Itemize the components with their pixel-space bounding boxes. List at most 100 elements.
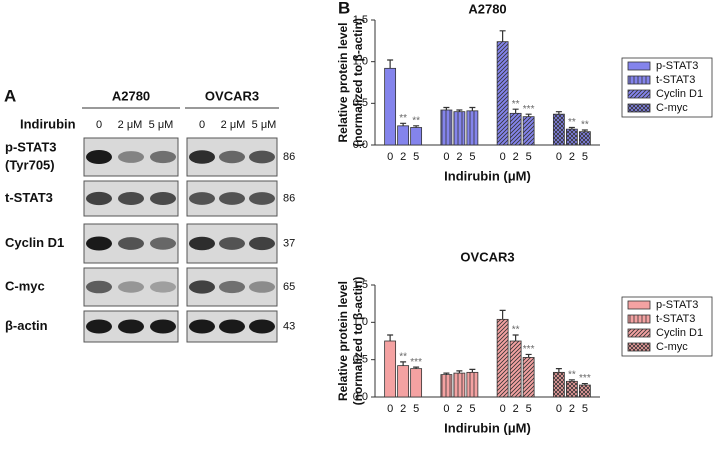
y-axis-label: Relative protein level [336,22,350,142]
panel-label: A [4,86,16,105]
y-tick-label: 0.5 [353,354,368,366]
dose-label: 5 μM [252,119,277,131]
error-bar [581,382,588,386]
significance-label: ** [581,120,589,131]
x-tick-label: 0 [500,403,506,415]
bar [522,357,535,398]
blot-band [118,192,144,205]
y-tick-label: 0.5 [353,97,368,109]
x-tick-label: 0 [500,151,506,163]
blot-band [150,281,176,293]
legend-label: t-STAT3 [656,313,695,325]
error-bar [512,334,519,341]
x-tick-label: 5 [469,403,475,415]
x-axis-label: Indirubin (μM) [444,168,531,183]
legend-box [621,57,713,118]
x-tick-label: 2 [513,403,519,415]
y-tick-label: 1.5 [353,279,368,291]
treatment-label: Indirubin [20,116,76,131]
legend-label: C-myc [656,341,688,353]
blot-band [249,319,275,334]
y-tick-label: 0.0 [353,391,368,403]
error-bar [469,106,476,111]
blot-band [150,192,176,205]
bar [410,127,423,146]
x-tick-label: 0 [443,151,449,163]
bar [466,110,479,146]
legend-swatch [627,300,651,310]
bar [397,365,410,398]
x-tick-label: 5 [469,151,475,163]
legend-swatch [627,75,651,85]
error-bar [568,379,575,382]
bar [496,318,509,398]
error-bar [443,106,450,110]
legend-label: Cyclin D1 [656,88,703,100]
significance-label: ** [512,325,520,336]
dose-label: 2 μM [118,119,143,131]
bar [440,109,453,146]
cell-line-label: OVCAR3 [205,88,259,103]
x-tick-label: 2 [569,151,575,163]
kda-label: 43 [283,320,295,332]
error-bar [568,126,575,130]
protein-label: C-myc [5,278,45,293]
blot-band [249,236,275,251]
blot-band [118,319,144,334]
significance-label: *** [523,104,535,115]
bar [384,67,397,146]
error-bar [413,125,420,128]
x-tick-label: 0 [443,403,449,415]
error-bar [581,129,588,132]
blot-band [189,319,215,334]
significance-label: ** [399,352,407,363]
y-tick-label: 1.5 [353,14,368,26]
protein-label: β-actin [5,318,48,333]
bar [453,372,466,398]
legend-swatch [627,103,651,113]
y-tick-label: 0.0 [353,139,368,151]
error-bar [499,309,506,320]
x-tick-label: 2 [569,403,575,415]
blot-band [86,236,112,251]
x-tick-label: 2 [456,403,462,415]
blot-band [219,237,245,250]
error-bar [525,353,532,358]
blot-band [249,150,275,164]
error-bar [456,109,463,112]
dose-label: 0 [199,119,205,131]
blot-band [219,280,245,294]
x-tick-label: 2 [400,151,406,163]
bar [552,371,565,398]
error-bar [400,122,407,126]
protein-label: Cyclin D1 [5,235,64,250]
x-tick-label: 5 [526,403,532,415]
x-tick-label: 0 [556,151,562,163]
dose-label: 5 μM [149,119,174,131]
blot-band [86,280,112,294]
blot-band [189,150,215,164]
bar [552,113,565,146]
blot-band [249,281,275,293]
error-bar [456,370,463,374]
bar [522,116,535,146]
y-tick-label: 1.0 [353,316,368,328]
bar [578,384,591,398]
blot-band [118,281,144,293]
legend-swatch [627,328,651,338]
bar [384,340,397,398]
significance-label: ** [568,117,576,128]
bar [509,340,522,398]
blot-band [189,236,215,251]
error-bar [387,59,394,69]
error-bar [555,111,562,115]
blot-band [150,237,176,250]
bar [565,380,578,398]
x-tick-label: 0 [387,151,393,163]
legend-label: p-STAT3 [656,60,698,72]
blot-band [86,319,112,334]
x-axis-label: Indirubin (μM) [444,420,531,435]
bar [578,131,591,146]
significance-label: ** [512,99,520,110]
